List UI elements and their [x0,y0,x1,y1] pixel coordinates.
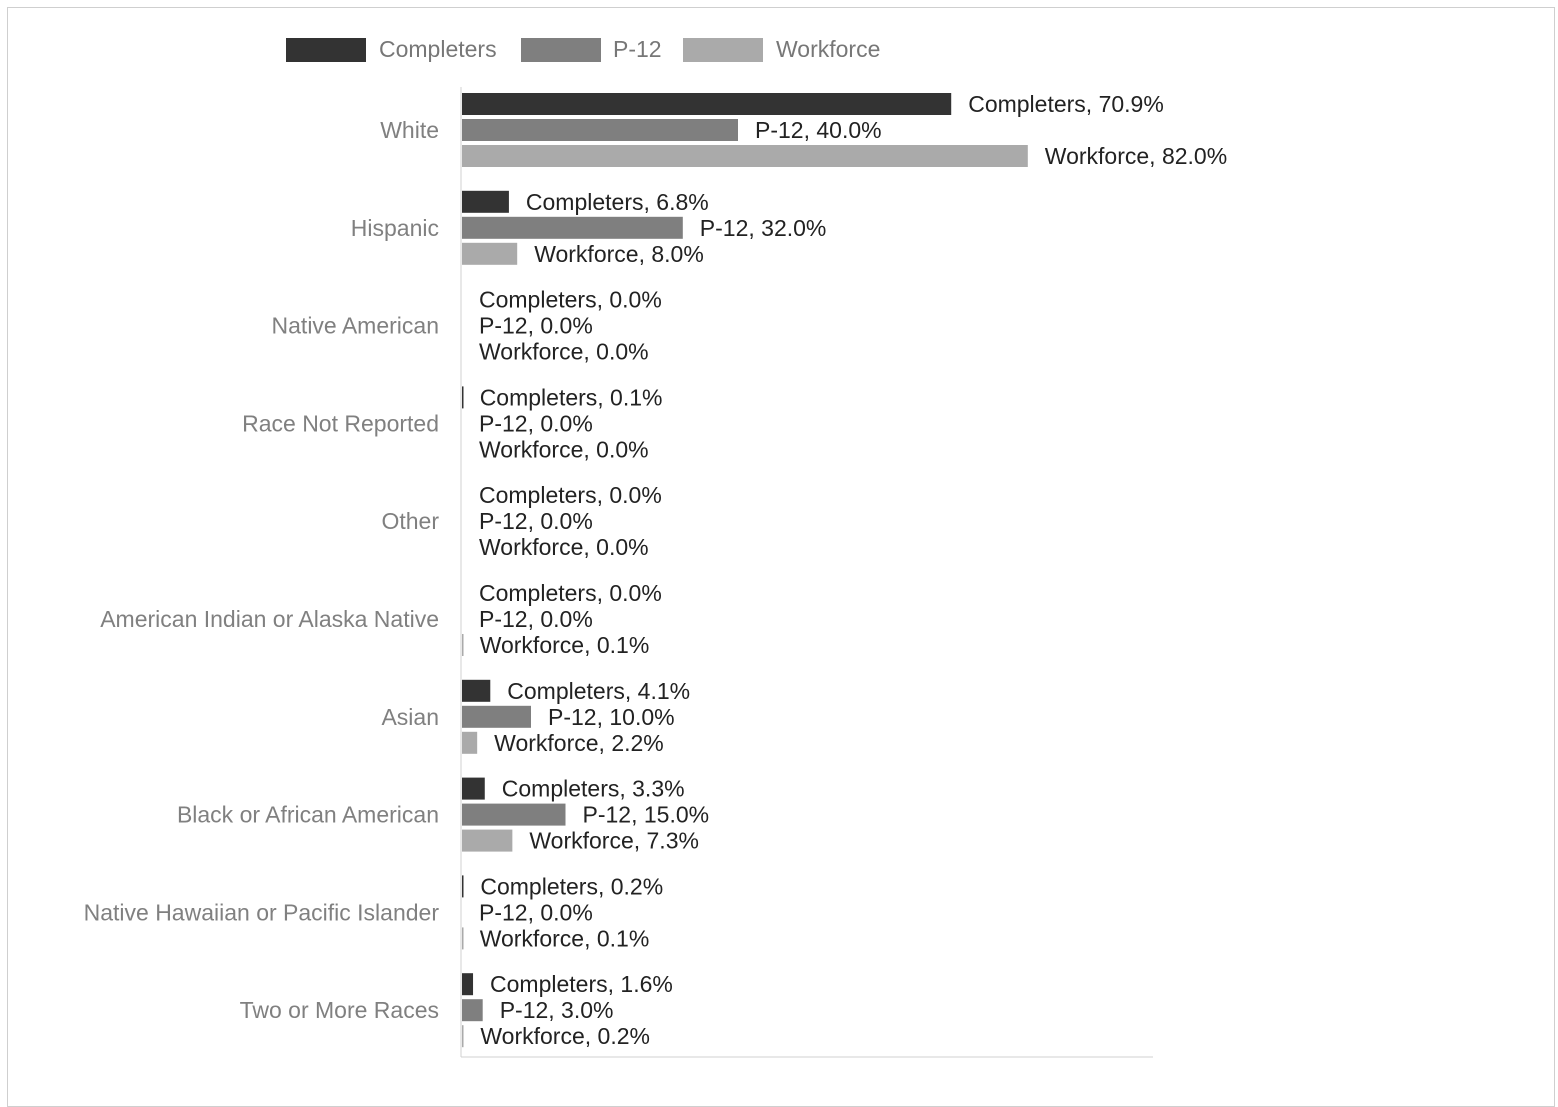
legend-label-p-12: P-12 [613,36,662,62]
category-label-other: Other [381,508,439,534]
data-label-completers-other: Completers, 0.0% [479,482,662,508]
data-label-completers-white: Completers, 70.9% [968,91,1164,117]
data-label-p-12-race-not-reported: P-12, 0.0% [479,410,593,436]
bar-workforce-black-or-african-american [462,829,513,852]
category-label-two-or-more-races: Two or More Races [240,997,439,1023]
bar-completers-white [462,93,952,115]
data-label-completers-native-american: Completers, 0.0% [479,287,662,313]
category-label-asian: Asian [381,704,439,730]
category-label-native-american: Native American [272,313,439,339]
data-label-p-12-black-or-african-american: P-12, 15.0% [583,802,710,828]
chart-frame [7,7,1555,1107]
bar-p-12-black-or-african-american [462,803,566,826]
data-label-completers-two-or-more-races: Completers, 1.6% [490,971,673,997]
bar-completers-two-or-more-races [462,973,474,996]
legend-label-completers: Completers [379,36,497,62]
category-label-native-hawaiian-or-pacific-islander: Native Hawaiian or Pacific Islander [84,899,440,925]
data-label-workforce-native-hawaiian-or-pacific-islander: Workforce, 0.1% [480,925,650,951]
category-label-black-or-african-american: Black or African American [177,802,439,828]
bar-workforce-white [462,145,1028,167]
bar-workforce-native-hawaiian-or-pacific-islander [462,927,464,950]
data-label-workforce-native-american: Workforce, 0.0% [479,339,649,365]
data-label-p-12-american-indian-or-alaska-native: P-12, 0.0% [479,606,593,632]
data-label-p-12-native-american: P-12, 0.0% [479,313,593,339]
data-label-workforce-asian: Workforce, 2.2% [494,730,664,756]
bar-completers-black-or-african-american [462,777,485,800]
bar-workforce-hispanic [462,242,518,265]
data-label-completers-black-or-african-american: Completers, 3.3% [502,776,685,802]
bar-completers-native-hawaiian-or-pacific-islander [462,875,464,898]
data-label-workforce-two-or-more-races: Workforce, 0.2% [480,1023,650,1049]
axis [460,87,1153,1058]
legend-swatch-workforce [683,38,763,62]
legend-swatch-completers [286,38,366,62]
data-label-workforce-other: Workforce, 0.0% [479,534,649,560]
bar-workforce-two-or-more-races [462,1025,464,1048]
bar-completers-race-not-reported [462,386,464,409]
bar-completers-hispanic [462,190,509,213]
data-label-completers-asian: Completers, 4.1% [507,678,690,704]
data-label-completers-hispanic: Completers, 6.8% [526,189,709,215]
data-label-workforce-race-not-reported: Workforce, 0.0% [479,436,649,462]
data-label-completers-american-indian-or-alaska-native: Completers, 0.0% [479,580,662,606]
bar-completers-asian [462,679,491,702]
bar-p-12-hispanic [462,216,683,239]
category-labels: White Hispanic Native American Race Not Rep… [84,117,440,1023]
category-label-american-indian-or-alaska-native: American Indian or Alaska Native [100,606,439,632]
data-label-p-12-two-or-more-races: P-12, 3.0% [500,997,614,1023]
bars [462,93,1028,1048]
data-labels: Completers, 70.9% P-12, 40.0% Workforce, 8… [479,91,1227,1049]
legend-swatch-p-12 [521,38,601,62]
data-label-p-12-hispanic: P-12, 32.0% [700,215,827,241]
data-label-workforce-white: Workforce, 82.0% [1045,143,1227,169]
legend-label-workforce: Workforce [776,36,880,62]
data-label-workforce-black-or-african-american: Workforce, 7.3% [529,828,699,854]
data-label-workforce-hispanic: Workforce, 8.0% [534,241,704,267]
data-label-completers-native-hawaiian-or-pacific-islander: Completers, 0.2% [480,873,663,899]
data-label-p-12-asian: P-12, 10.0% [548,704,675,730]
bar-workforce-asian [462,731,478,754]
data-label-workforce-american-indian-or-alaska-native: Workforce, 0.1% [480,632,650,658]
category-label-white: White [380,117,439,143]
data-label-p-12-white: P-12, 40.0% [755,117,882,143]
bar-p-12-two-or-more-races [462,999,483,1022]
data-label-p-12-other: P-12, 0.0% [479,508,593,534]
bar-workforce-american-indian-or-alaska-native [462,634,464,656]
category-label-race-not-reported: Race Not Reported [242,410,439,436]
bar-p-12-white [462,119,738,141]
category-label-hispanic: Hispanic [351,215,439,241]
data-label-p-12-native-hawaiian-or-pacific-islander: P-12, 0.0% [479,899,593,925]
bar-p-12-asian [462,705,531,728]
data-label-completers-race-not-reported: Completers, 0.1% [480,384,663,410]
legend: Completers P-12 Workforce [286,36,880,62]
